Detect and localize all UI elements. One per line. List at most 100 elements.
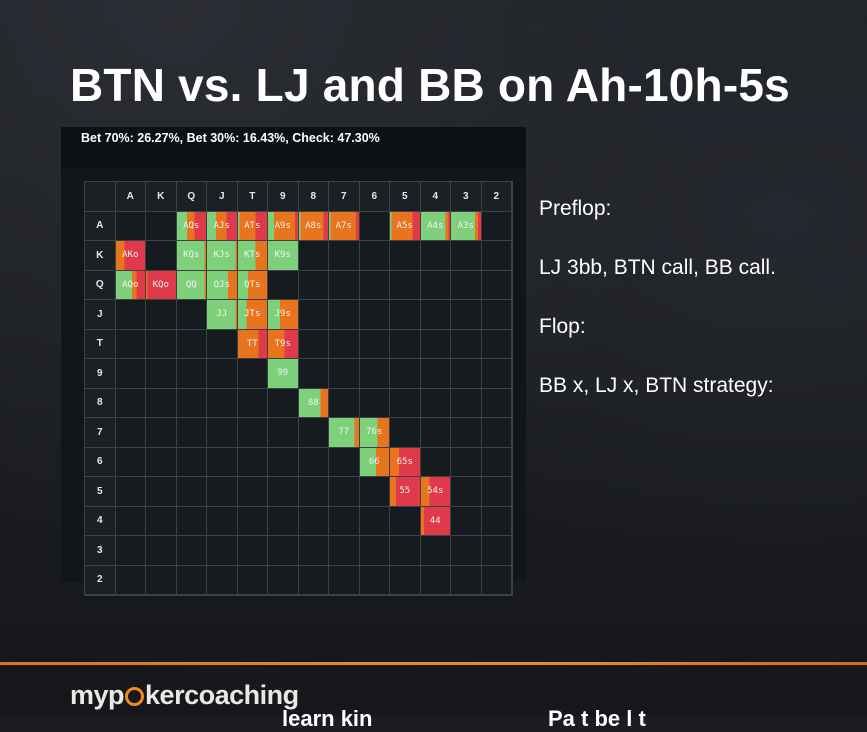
empty-cell: [329, 565, 360, 595]
hand-label: KQs: [183, 250, 200, 261]
empty-cell: [115, 211, 146, 241]
empty-cell: [451, 270, 482, 300]
empty-cell: [481, 359, 512, 389]
hand-cell: A8s: [298, 211, 329, 241]
col-header: 4: [420, 182, 451, 212]
col-header: 6: [359, 182, 390, 212]
empty-cell: [237, 359, 268, 389]
hand-label: KQo: [152, 279, 169, 290]
empty-cell: [207, 359, 238, 389]
hand-cell: 88: [298, 388, 329, 418]
hand-cell: QTs: [237, 270, 268, 300]
empty-cell: [146, 418, 177, 448]
col-header: 9: [268, 182, 299, 212]
empty-cell: [207, 388, 238, 418]
hand-cell: JTs: [237, 300, 268, 330]
hand-label: 99: [277, 368, 289, 379]
partial-caption-left: learn kin: [282, 706, 373, 731]
hand-cell: KJs: [207, 241, 238, 271]
empty-cell: [359, 211, 390, 241]
empty-cell: [146, 536, 177, 566]
empty-cell: [237, 536, 268, 566]
empty-cell: [115, 477, 146, 507]
empty-cell: [329, 329, 360, 359]
empty-cell: [359, 536, 390, 566]
divider-line: [0, 662, 867, 665]
hand-label: KTs: [244, 250, 261, 261]
empty-cell: [237, 477, 268, 507]
empty-cell: [420, 270, 451, 300]
empty-cell: [420, 359, 451, 389]
empty-cell: [176, 388, 207, 418]
empty-cell: [329, 447, 360, 477]
empty-cell: [451, 565, 482, 595]
empty-cell: [329, 300, 360, 330]
empty-cell: [176, 300, 207, 330]
empty-cell: [207, 506, 238, 536]
strategy-summary: Bet 70%: 26.27%, Bet 30%: 16.43%, Check:…: [81, 131, 380, 145]
empty-cell: [329, 388, 360, 418]
hand-cell: A4s: [420, 211, 451, 241]
empty-cell: [481, 477, 512, 507]
empty-cell: [298, 300, 329, 330]
empty-cell: [268, 536, 299, 566]
empty-cell: [268, 477, 299, 507]
empty-cell: [146, 211, 177, 241]
empty-cell: [390, 270, 421, 300]
col-header: 3: [451, 182, 482, 212]
empty-cell: [298, 447, 329, 477]
empty-cell: [329, 506, 360, 536]
hand-label: AQs: [183, 220, 200, 231]
empty-cell: [359, 329, 390, 359]
empty-cell: [390, 359, 421, 389]
logo-text-start: myp: [70, 680, 125, 710]
hand-cell: ATs: [237, 211, 268, 241]
empty-cell: [176, 447, 207, 477]
logo-text-end: kercoaching: [145, 680, 299, 710]
col-header: 5: [390, 182, 421, 212]
row-header: T: [85, 329, 116, 359]
empty-cell: [451, 506, 482, 536]
empty-cell: [451, 447, 482, 477]
empty-cell: [451, 359, 482, 389]
empty-cell: [207, 565, 238, 595]
hand-label: 44: [429, 515, 441, 526]
col-header: A: [115, 182, 146, 212]
hand-cell: QJs: [207, 270, 238, 300]
empty-cell: [359, 270, 390, 300]
hand-label: 54s: [427, 486, 444, 497]
empty-cell: [176, 506, 207, 536]
empty-cell: [329, 359, 360, 389]
panel-header: Bet 70%: 26.27%, Bet 30%: 16.43%, Check:…: [61, 127, 526, 169]
hand-label: A3s: [457, 220, 474, 231]
slide-title: BTN vs. LJ and BB on Ah-10h-5s: [70, 59, 790, 111]
brand-logo: myp kercoaching: [70, 680, 299, 711]
empty-cell: [481, 388, 512, 418]
empty-cell: [390, 565, 421, 595]
col-header: T: [237, 182, 268, 212]
row-header: K: [85, 241, 116, 271]
empty-cell: [268, 447, 299, 477]
hand-cell: 99: [268, 359, 299, 389]
empty-cell: [298, 477, 329, 507]
row-header: A: [85, 211, 116, 241]
empty-cell: [237, 506, 268, 536]
hand-label: QJs: [213, 279, 230, 290]
row-header: 4: [85, 506, 116, 536]
empty-cell: [390, 329, 421, 359]
hand-cell: 77: [329, 418, 360, 448]
empty-cell: [359, 300, 390, 330]
empty-cell: [481, 329, 512, 359]
hand-cell: AJs: [207, 211, 238, 241]
empty-cell: [420, 418, 451, 448]
hand-label: KJs: [213, 250, 230, 261]
empty-cell: [359, 506, 390, 536]
empty-cell: [146, 388, 177, 418]
row-header: 8: [85, 388, 116, 418]
col-header: K: [146, 182, 177, 212]
hand-cell: A9s: [268, 211, 299, 241]
hand-label: ATs: [244, 220, 261, 231]
empty-cell: [451, 418, 482, 448]
empty-cell: [451, 241, 482, 271]
empty-cell: [298, 565, 329, 595]
